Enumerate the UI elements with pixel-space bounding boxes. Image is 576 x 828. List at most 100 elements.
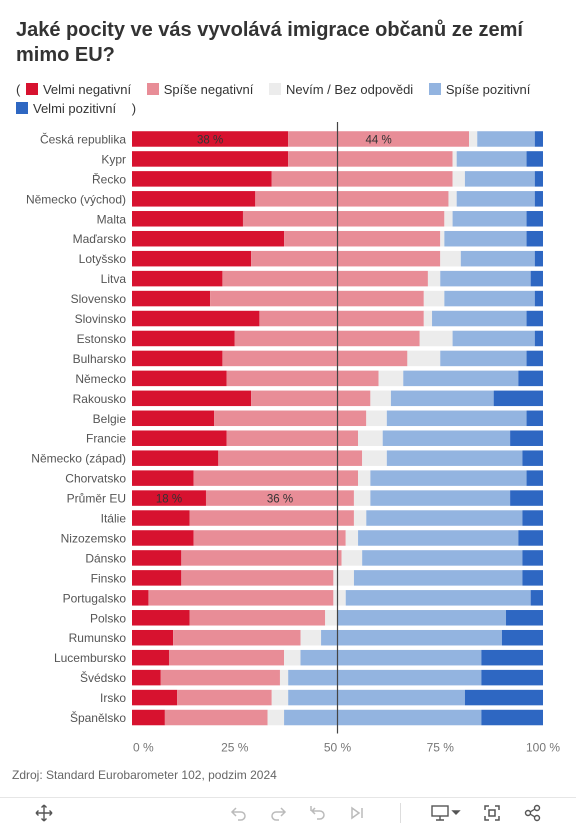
- legend-swatch: [146, 83, 159, 95]
- expand-icon[interactable]: [34, 804, 54, 822]
- revert-icon[interactable]: [308, 804, 328, 822]
- redo-icon[interactable]: [268, 804, 288, 822]
- bar-segment-3: [423, 290, 445, 307]
- legend-item-2[interactable]: Spíše negativní: [146, 82, 254, 97]
- bar-segment-1: [132, 171, 272, 187]
- category-label: Bulharsko: [73, 352, 127, 366]
- bar-segment-3: [325, 610, 338, 626]
- legend-close-paren: ): [131, 101, 137, 116]
- legend-item-4[interactable]: Spíše pozitivní: [428, 82, 530, 97]
- bar-segment-1: [132, 510, 190, 526]
- bar-segment-5: [501, 629, 543, 646]
- bar-segment-1: [132, 430, 227, 446]
- bar-segment-2: [218, 450, 363, 466]
- bar-segment-2: [284, 230, 441, 247]
- bar-segment-1: [132, 649, 169, 666]
- bar-segment-3: [469, 131, 478, 147]
- bar-segment-1: [132, 570, 182, 586]
- x-tick-label: 50 %: [324, 741, 352, 755]
- bar-segment-5: [526, 350, 543, 367]
- bar-segment-5: [526, 310, 543, 327]
- bar-segment-4: [337, 610, 507, 626]
- bar-segment-2: [255, 191, 449, 207]
- bar-segment-2: [193, 470, 359, 486]
- legend-swatch: [428, 83, 441, 95]
- category-label: Malta: [97, 212, 127, 226]
- bar-segment-3: [423, 310, 433, 327]
- category-label: Litva: [101, 272, 127, 286]
- bar-segment-5: [534, 250, 543, 267]
- bar-segment-3: [370, 390, 391, 407]
- bar-segment-3: [452, 171, 465, 187]
- bar-segment-4: [353, 570, 523, 586]
- bar-segment-4: [452, 330, 535, 347]
- legend-swatch: [25, 83, 38, 95]
- bar-segment-3: [362, 450, 387, 466]
- category-label: Lotyšsko: [79, 252, 127, 266]
- x-tick-label: 25 %: [221, 741, 249, 755]
- legend-item-1[interactable]: Velmi negativní: [25, 82, 132, 97]
- bar-segment-1: [132, 330, 235, 347]
- bar-segment-1: [132, 230, 285, 247]
- bar-segment-4: [321, 629, 502, 646]
- presentation-icon[interactable]: [430, 804, 462, 822]
- bar-segment-5: [518, 530, 543, 546]
- bar-segment-2: [193, 530, 346, 546]
- data-label: 44 %: [365, 134, 391, 146]
- bar-segment-4: [284, 709, 482, 726]
- bar-segment-1: [132, 470, 194, 486]
- bar-segment-5: [534, 191, 543, 207]
- bar-segment-3: [358, 470, 371, 486]
- bar-segment-4: [366, 510, 523, 526]
- share-icon[interactable]: [523, 804, 543, 822]
- legend-label: Spíše negativní: [163, 82, 254, 97]
- bar-segment-5: [534, 290, 543, 307]
- bar-segment-3: [444, 211, 453, 227]
- forward-icon[interactable]: [347, 804, 367, 822]
- category-label: Německo (západ): [31, 452, 126, 466]
- chart-title: Jaké pocity ve vás vyvolává imigrace obč…: [16, 19, 523, 66]
- source-note: Zdroj: Standard Eurobarometer 102, podzi…: [12, 768, 277, 782]
- bar-segment-4: [456, 191, 535, 207]
- bar-segment-1: [132, 490, 206, 506]
- bar-segment-5: [534, 330, 543, 347]
- bar-segment-1: [132, 270, 223, 287]
- bar-segment-1: [132, 151, 289, 167]
- bar-segment-4: [456, 151, 527, 167]
- bar-segment-5: [534, 131, 543, 147]
- bar-segment-4: [403, 370, 519, 387]
- bar-segment-5: [522, 550, 543, 566]
- bar-segment-3: [440, 250, 461, 267]
- bar-segment-2: [271, 171, 453, 187]
- fullscreen-icon[interactable]: [482, 804, 502, 822]
- bar-segment-1: [132, 310, 260, 327]
- bar-segment-5: [530, 270, 543, 287]
- category-label: Estonsko: [77, 332, 127, 346]
- bar-segment-2: [189, 610, 326, 626]
- bar-segment-3: [345, 530, 359, 546]
- bar-segment-4: [345, 590, 531, 606]
- legend-label: Velmi pozitivní: [33, 101, 117, 116]
- undo-icon[interactable]: [229, 804, 249, 822]
- bar-segment-3: [333, 570, 354, 586]
- bar-segment-5: [526, 151, 543, 167]
- bar-segment-2: [251, 250, 441, 267]
- bar-segment-1: [132, 590, 149, 606]
- legend-item-5[interactable]: Velmi pozitivní: [16, 101, 116, 116]
- bar-segment-2: [226, 430, 359, 446]
- category-label: Kypr: [101, 152, 126, 166]
- bar-segment-1: [132, 370, 227, 387]
- category-label: Rumunsko: [69, 631, 127, 645]
- bar-segment-1: [132, 689, 178, 706]
- legend-label: Velmi negativní: [42, 82, 132, 97]
- legend-item-3[interactable]: Nevím / Bez odpovědi: [269, 82, 413, 97]
- bar-segment-1: [132, 250, 252, 267]
- bar-segment-4: [386, 450, 523, 466]
- bar-segment-4: [440, 270, 531, 287]
- bar-segment-2: [148, 590, 334, 606]
- bar-segment-3: [366, 410, 387, 427]
- category-label: Portugalsko: [63, 591, 127, 605]
- category-label: Belgie: [93, 412, 127, 426]
- category-label: Česká republika: [40, 131, 126, 146]
- bar-segment-2: [226, 370, 379, 387]
